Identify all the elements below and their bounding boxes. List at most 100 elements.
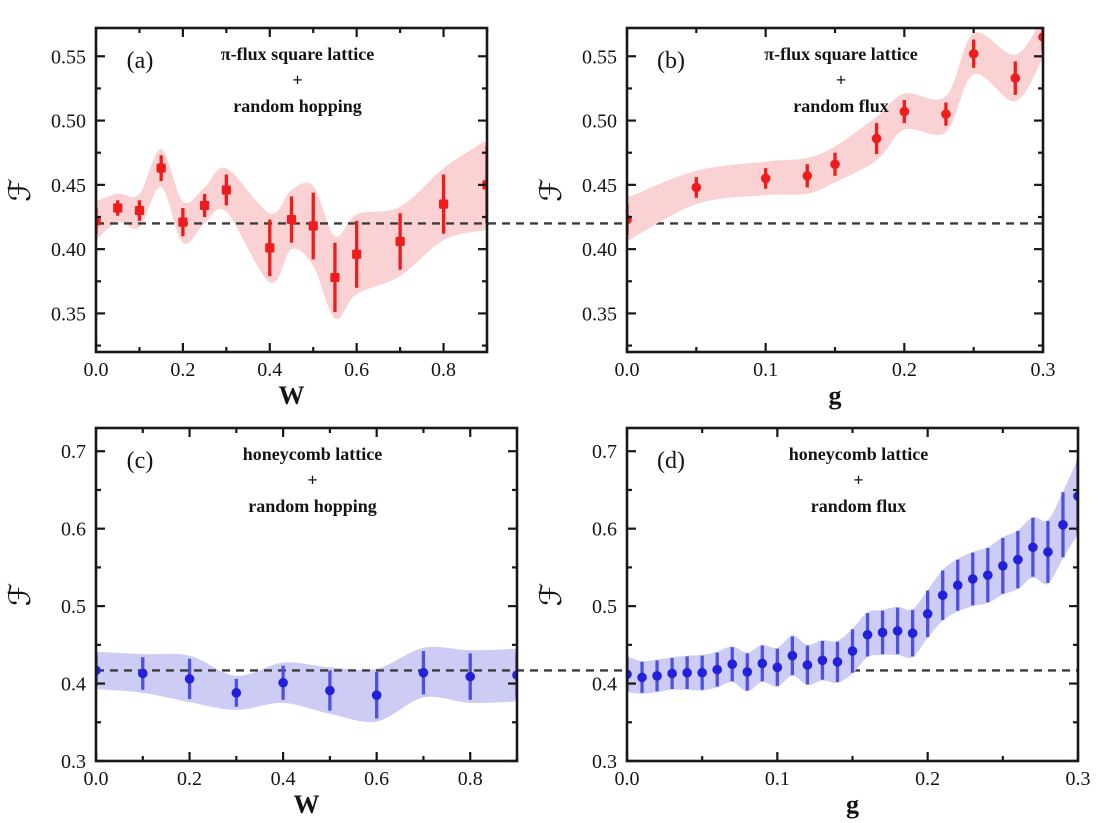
data-point-marker — [308, 221, 318, 231]
x-axis-tick-label: 0.1 — [753, 359, 778, 381]
y-axis-tick-label: 0.50 — [582, 111, 617, 133]
data-point-marker — [691, 182, 702, 193]
y-axis-tick-label: 0.3 — [61, 751, 86, 773]
annotation-line: + — [853, 470, 863, 490]
x-axis-tick-label: 0.6 — [364, 768, 389, 790]
data-point-marker — [178, 217, 188, 227]
y-axis-label: ℱ — [534, 583, 569, 607]
data-point-marker — [967, 574, 978, 584]
data-point-marker — [1043, 547, 1053, 557]
data-point-marker — [325, 685, 335, 696]
y-axis-tick-label: 0.4 — [61, 674, 86, 696]
data-point-marker — [742, 667, 753, 677]
data-point-marker — [757, 658, 768, 669]
plot-border — [94, 426, 519, 763]
data-point-marker — [968, 48, 979, 59]
panel-letter: (a) — [127, 48, 154, 74]
x-axis-tick-label: 0.4 — [271, 768, 296, 790]
x-axis-tick-label: 0.8 — [431, 359, 456, 381]
data-point-marker — [998, 561, 1008, 571]
data-point-marker — [862, 629, 873, 640]
y-axis-label: ℱ — [534, 178, 569, 202]
data-point-marker — [200, 200, 210, 211]
confidence-band — [627, 28, 1043, 242]
data-point-marker — [113, 203, 123, 213]
x-axis-label: g — [846, 790, 859, 819]
annotation-line: π-flux square lattice — [764, 44, 918, 64]
x-axis-tick-label: 0.0 — [84, 359, 109, 381]
x-axis-tick-label: 0.2 — [892, 359, 917, 381]
panel-a: 0.0 0.2 0.4 0.6 0.8 0.35 0.40 0.45 0.50 0.55 W ℱ (a)… — [3, 26, 1043, 410]
panel-c: 0.0 0.2 0.4 0.6 0.8 0.3 0.4 0.5 0.6 0.7 W ℱ (c) honey… — [3, 426, 1078, 819]
data-point-marker — [156, 163, 166, 173]
x-axis-tick-label: 0.1 — [765, 768, 790, 790]
annotation-line: + — [292, 70, 302, 90]
data-point-marker — [847, 646, 858, 656]
x-axis-label: W — [279, 381, 305, 410]
y-axis-tick-label: 0.40 — [51, 239, 86, 261]
x-axis-tick-label: 0.2 — [177, 768, 202, 790]
x-axis-tick-label: 0.2 — [170, 359, 195, 381]
data-point-marker — [802, 171, 813, 181]
data-point-marker — [941, 109, 951, 119]
data-point-marker — [787, 650, 798, 661]
data-point-marker — [1010, 73, 1021, 83]
y-axis-tick-label: 0.3 — [592, 751, 617, 773]
x-axis-tick-label: 0.0 — [615, 768, 640, 790]
data-point-marker — [830, 159, 840, 170]
data-point-marker — [231, 688, 242, 698]
data-point-marker — [727, 659, 738, 669]
annotation-line: + — [307, 470, 317, 490]
y-axis-tick-label: 0.35 — [582, 303, 617, 325]
x-axis-tick-label: 0.6 — [344, 359, 369, 381]
panel-letter: (b) — [657, 48, 685, 74]
data-point-marker — [137, 668, 148, 679]
data-point-marker — [952, 580, 963, 591]
x-axis-tick-label: 0.3 — [1031, 359, 1056, 381]
data-point-marker — [907, 628, 918, 639]
data-point-marker — [418, 667, 429, 678]
data-point-marker — [877, 627, 888, 638]
data-point-marker — [652, 671, 662, 681]
y-axis-tick-label: 0.40 — [582, 239, 617, 261]
data-point-marker — [465, 671, 476, 682]
panel-letter: (c) — [127, 448, 154, 474]
annotation-line: random flux — [793, 96, 889, 116]
y-axis-tick-label: 0.5 — [592, 596, 617, 618]
data-point-marker — [983, 570, 993, 580]
data-point-marker — [937, 590, 948, 601]
x-axis-tick-label: 0.0 — [615, 359, 640, 381]
x-axis-tick-label: 0.2 — [915, 768, 940, 790]
annotation-line: honeycomb lattice — [243, 444, 382, 464]
y-axis-tick-label: 0.7 — [61, 441, 86, 463]
panel-b: 0.0 0.1 0.2 0.3 0.35 0.40 0.45 0.50 0.55 g ℱ (b) π-f… — [534, 26, 1056, 410]
annotation-line: random hopping — [233, 96, 362, 116]
data-point-marker — [134, 205, 145, 216]
data-point-marker — [330, 272, 340, 283]
data-point-marker — [871, 133, 882, 144]
y-axis-tick-label: 0.4 — [592, 674, 617, 696]
data-point-marker — [682, 667, 692, 678]
y-axis-tick-label: 0.45 — [51, 175, 86, 197]
data-point-marker — [438, 199, 449, 209]
panel-d: 0.0 0.1 0.2 0.3 0.3 0.4 0.5 0.6 0.7 g ℱ (d) honeycom… — [534, 426, 1091, 819]
y-axis-tick-label: 0.55 — [582, 46, 617, 68]
data-point-marker — [286, 214, 297, 225]
x-axis-label: g — [829, 381, 842, 410]
y-axis-tick-label: 0.35 — [51, 303, 86, 325]
data-series — [627, 458, 1078, 693]
y-axis-tick-label: 0.45 — [582, 175, 617, 197]
y-axis-tick-label: 0.7 — [592, 441, 617, 463]
data-point-marker — [832, 657, 843, 667]
plot-border — [94, 26, 489, 354]
data-point-marker — [278, 677, 288, 688]
data-point-marker — [760, 173, 771, 184]
y-axis-tick-label: 0.5 — [61, 596, 86, 618]
y-axis-tick-label: 0.50 — [51, 111, 86, 133]
x-axis-tick-label: 0.3 — [1066, 768, 1091, 790]
y-axis-label: ℱ — [3, 583, 38, 607]
data-point-marker — [221, 185, 231, 195]
data-point-marker — [899, 106, 910, 117]
data-point-marker — [265, 243, 275, 253]
